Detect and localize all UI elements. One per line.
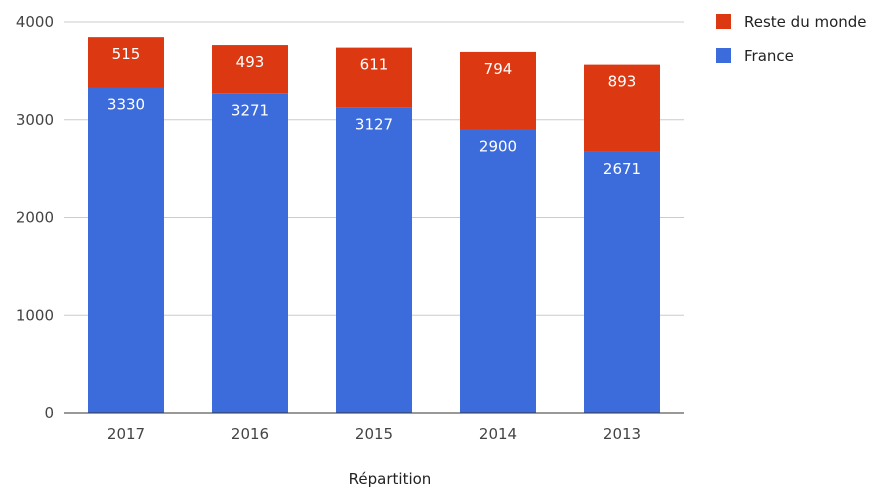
- x-tick-label: 2014: [479, 425, 517, 443]
- bar-value-label: 2671: [603, 160, 641, 178]
- bar-value-label: 3127: [355, 115, 393, 133]
- x-tick-label: 2016: [231, 425, 269, 443]
- y-tick-label: 1000: [16, 306, 54, 324]
- bar-segment: [584, 64, 660, 152]
- y-tick-label: 3000: [16, 111, 54, 129]
- bar-segment: [336, 107, 412, 413]
- bar-value-label: 611: [360, 56, 389, 74]
- bar-segment: [460, 129, 536, 413]
- x-axis-title: Répartition: [349, 470, 432, 487]
- bar-segment: [460, 51, 536, 130]
- bar-segment: [212, 93, 288, 413]
- bar-value-label: 493: [236, 53, 265, 71]
- bar-segment: [336, 47, 412, 108]
- x-tick-label: 2013: [603, 425, 641, 443]
- bar-value-label: 794: [484, 60, 513, 78]
- bar-value-label: 2900: [479, 138, 517, 156]
- y-tick-label: 0: [44, 404, 54, 422]
- y-axis-ticks: 0 1000 2000 3000 4000: [16, 13, 54, 422]
- bars: 3330 515 3271 493 3127 611 2900 794 2671 893: [88, 37, 660, 414]
- bar-value-label: 893: [608, 73, 637, 91]
- y-tick-label: 2000: [16, 209, 54, 227]
- bar-value-label: 3330: [107, 95, 145, 113]
- legend: Reste du monde France: [716, 13, 867, 65]
- bar-segment: [212, 45, 288, 94]
- legend-label: Reste du monde: [744, 13, 867, 31]
- bar-segment: [584, 151, 660, 414]
- legend-swatch: [716, 48, 731, 63]
- bar-segment: [88, 87, 164, 414]
- legend-label: France: [744, 47, 794, 65]
- bar-value-label: 515: [112, 45, 141, 63]
- x-tick-label: 2015: [355, 425, 393, 443]
- y-tick-label: 4000: [16, 13, 54, 31]
- legend-swatch: [716, 14, 731, 29]
- bar-value-label: 3271: [231, 101, 269, 119]
- bar-segment: [88, 37, 164, 88]
- x-tick-label: 2017: [107, 425, 145, 443]
- x-axis-ticks: 2017 2016 2015 2014 2013: [107, 425, 641, 443]
